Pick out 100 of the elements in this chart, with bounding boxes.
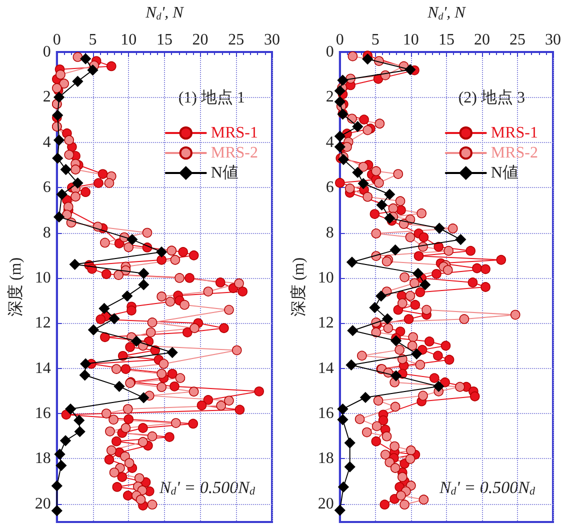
point [358, 178, 369, 189]
point [166, 347, 178, 358]
x-tick-label: 15 [438, 32, 454, 48]
point [334, 85, 346, 96]
point [72, 178, 84, 188]
y-tick-label: 4 [42, 134, 51, 151]
y-tick-label: 6 [42, 179, 51, 196]
point [54, 448, 66, 460]
x-tick-label: 20 [192, 32, 208, 48]
x-tick-label: 15 [156, 32, 172, 48]
y-tick-label: 8 [326, 224, 334, 242]
point [382, 313, 393, 324]
point [131, 336, 142, 347]
point [52, 505, 62, 516]
point [412, 268, 424, 279]
point [338, 154, 349, 165]
legend-title: (2) 地点 3 [458, 88, 525, 106]
point [352, 121, 364, 132]
point [337, 404, 348, 414]
y-tick-label: 2 [326, 88, 334, 106]
x-tick-label: 10 [402, 32, 419, 48]
point [360, 392, 371, 403]
point [108, 313, 120, 324]
point [346, 360, 357, 370]
point [126, 234, 138, 245]
y-tick-label: 18 [318, 450, 334, 468]
x-tick-label: 20 [474, 32, 490, 48]
point [347, 325, 358, 336]
x-tick-label: 25 [509, 32, 526, 48]
y-tick-label: 14 [318, 360, 334, 377]
point [390, 335, 402, 346]
point [114, 381, 125, 392]
y-tick-label: 10 [34, 269, 51, 286]
point [433, 381, 444, 392]
point [404, 64, 416, 76]
point [138, 392, 150, 404]
point [420, 279, 431, 290]
y-tick-label: 16 [318, 405, 334, 422]
point [56, 460, 67, 471]
x-tick-label: 5 [88, 32, 97, 48]
point [376, 200, 388, 210]
x-tick-label: 25 [228, 32, 244, 48]
legend-label: MRS-1 [490, 124, 538, 142]
point [88, 324, 99, 336]
point [60, 164, 72, 175]
y-tick-label: 12 [318, 314, 334, 332]
point [376, 290, 386, 302]
point [56, 188, 68, 200]
y-tick-label: 4 [326, 134, 334, 151]
point [54, 134, 64, 146]
point [79, 370, 90, 381]
y-tick-label: 2 [42, 88, 51, 106]
point [337, 414, 348, 426]
y-tick-label: 16 [34, 405, 51, 422]
y-tick-label: 20 [318, 495, 334, 512]
legend-label: N値 [210, 164, 238, 182]
point [72, 76, 84, 87]
legend-title: (1) 地点 1 [178, 88, 245, 106]
point [334, 96, 346, 108]
point [337, 74, 348, 86]
y-tick-label: 18 [34, 450, 51, 468]
legend-label: N値 [490, 164, 518, 182]
point [138, 268, 150, 279]
point [369, 302, 380, 313]
x-tick-label: 5 [371, 32, 380, 48]
point [344, 461, 356, 472]
point [346, 256, 358, 268]
y-axis-title: 深度 (m) [6, 257, 24, 317]
x-tick-label: 30 [264, 32, 280, 48]
point [54, 212, 64, 222]
legend-label: MRS-2 [210, 144, 258, 162]
point [122, 290, 133, 302]
point [60, 435, 71, 446]
point [74, 426, 86, 438]
point [455, 234, 466, 245]
point [390, 370, 402, 382]
point [98, 303, 110, 314]
y-axis-title: 深度 (m) [290, 257, 308, 317]
point [74, 414, 85, 426]
x-tick-label: 10 [120, 32, 137, 48]
point [54, 92, 64, 103]
x-tick-label: 30 [545, 32, 561, 48]
point [344, 438, 356, 448]
point [434, 222, 445, 234]
point [334, 142, 346, 152]
point [80, 358, 91, 370]
point [156, 246, 167, 258]
y-tick-label: 10 [318, 269, 334, 286]
legend-label: MRS-1 [210, 124, 258, 142]
point [362, 54, 374, 64]
y-tick-label: 12 [34, 314, 51, 332]
point [384, 212, 396, 224]
point [65, 404, 76, 414]
point [334, 130, 346, 142]
point [69, 259, 80, 270]
point [384, 188, 396, 200]
y-tick-label: 20 [34, 495, 51, 512]
point [87, 64, 98, 76]
y-tick-label: 0 [42, 44, 51, 60]
point [390, 244, 401, 256]
